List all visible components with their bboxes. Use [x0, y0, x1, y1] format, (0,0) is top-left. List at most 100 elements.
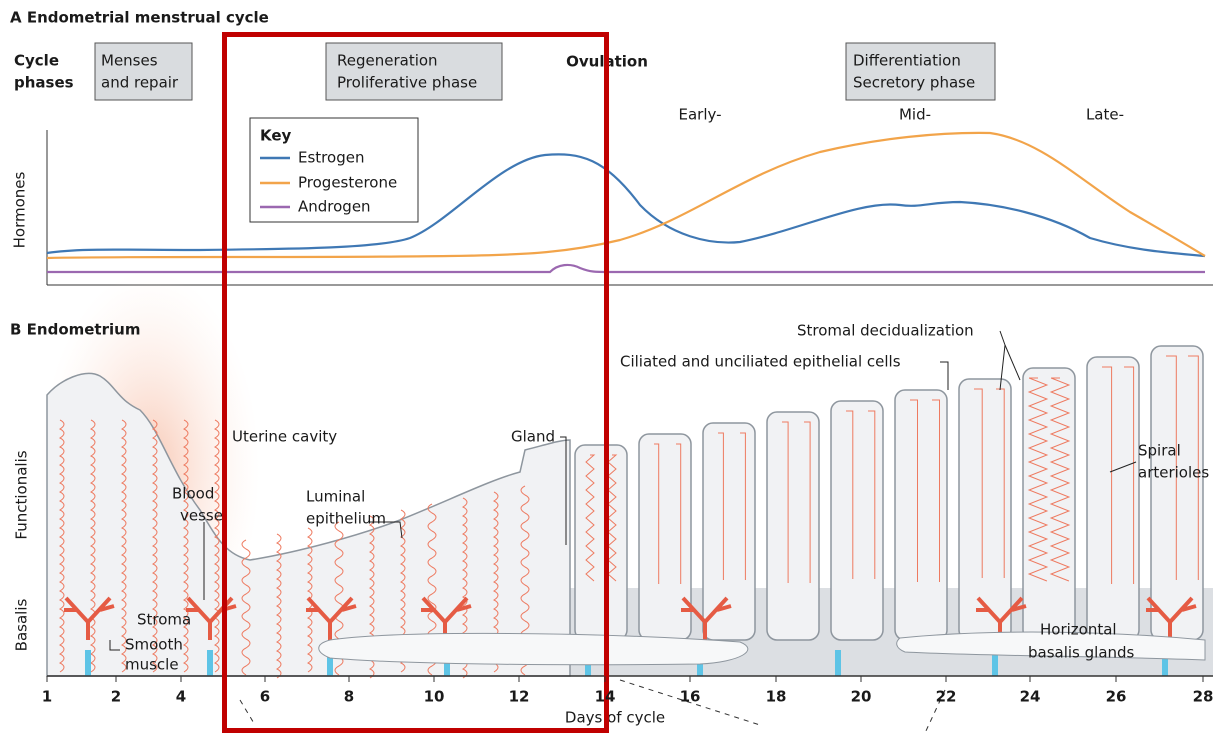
- coiled-artery: [846, 410, 854, 579]
- smooth-muscle: [835, 650, 841, 676]
- structure-label: Ciliated and unciliated epithelial cells: [620, 353, 901, 371]
- structure-label: Stromal decidualization: [797, 322, 974, 340]
- coiled-artery: [1049, 377, 1071, 582]
- y-axis-label: Hormones: [11, 171, 29, 248]
- x-tick-label: 16: [680, 688, 701, 706]
- coiled-artery: [1027, 377, 1049, 582]
- x-tick-label: 22: [936, 688, 957, 706]
- key-item: Estrogen: [298, 149, 364, 167]
- key-item: Androgen: [298, 198, 371, 216]
- structure-label: muscle: [125, 656, 179, 674]
- structure-label: Horizontal: [1040, 621, 1117, 639]
- coiled-artery: [1166, 355, 1177, 580]
- coiled-artery: [718, 432, 724, 580]
- phase-label: Regeneration: [337, 52, 438, 70]
- artery-branch: [681, 596, 732, 640]
- smooth-muscle: [1162, 650, 1168, 676]
- structure-label: Uterine cavity: [232, 428, 337, 446]
- smooth-muscle: [992, 650, 998, 676]
- artery-branch: [306, 596, 357, 640]
- gland: [702, 422, 756, 641]
- artery-branch: [186, 596, 237, 640]
- panel-title: B Endometrium: [10, 321, 140, 339]
- coiled-artery: [654, 443, 660, 584]
- stroma-artery: [182, 419, 189, 673]
- phase-label: and repair: [101, 74, 179, 92]
- structure-label: Spiral: [1138, 442, 1181, 460]
- gland: [1022, 367, 1076, 641]
- progesterone-curve: [46, 131, 1206, 260]
- structure-label: epithelium: [306, 510, 386, 528]
- basalis-gland: [896, 631, 1206, 661]
- subphase-label: Early-: [678, 106, 721, 124]
- row-label: phases: [14, 74, 74, 92]
- phase-label: Secretory phase: [853, 74, 975, 92]
- gland: [766, 411, 820, 641]
- x-tick-label: 4: [176, 688, 186, 706]
- x-axis-label: Days of cycle: [565, 709, 665, 727]
- structure-label: Stroma: [137, 611, 191, 629]
- coiled-artery: [782, 421, 789, 583]
- x-tick-label: 14: [595, 688, 616, 706]
- structure-label: arterioles: [1138, 464, 1209, 482]
- stroma-artery: [275, 533, 282, 679]
- phase-box: [94, 42, 193, 101]
- stroma-artery: [120, 419, 127, 673]
- artery-branch: [1146, 596, 1197, 640]
- phase-label: Menses: [101, 52, 158, 70]
- structure-label: Luminal: [306, 488, 365, 506]
- leader-lines: [109, 330, 1137, 651]
- phase-box: [325, 42, 503, 101]
- x-tick-label: 8: [344, 688, 354, 706]
- estrogen-curve: [46, 153, 1206, 258]
- stroma-artery: [213, 419, 220, 673]
- stroma-artery: [58, 419, 65, 673]
- artery-branch: [64, 596, 115, 640]
- artery-branch: [976, 596, 1027, 640]
- x-tick-label: 20: [851, 688, 872, 706]
- gland: [958, 378, 1012, 641]
- androgen-curve: [47, 263, 1205, 274]
- coiled-artery: [1124, 366, 1135, 584]
- row-label: Cycle: [14, 52, 59, 70]
- coiled-artery: [974, 388, 983, 578]
- gland: [1150, 345, 1204, 641]
- gland: [830, 400, 884, 641]
- x-tick-label: 1: [42, 688, 52, 706]
- x-tick-label: 6: [260, 688, 270, 706]
- structure-label: basalis glands: [1028, 644, 1135, 662]
- smooth-muscle: [207, 650, 213, 676]
- panel-title: A Endometrial menstrual cycle: [10, 9, 269, 27]
- phase-label: Proliferative phase: [337, 74, 477, 92]
- smooth-muscle: [327, 650, 333, 676]
- coiled-artery: [676, 443, 682, 584]
- coiled-artery: [585, 454, 596, 582]
- coiled-artery: [1188, 355, 1199, 580]
- glands: [58, 345, 1204, 679]
- x-tick-label: 28: [1193, 688, 1214, 706]
- coiled-artery: [996, 388, 1005, 578]
- subphase-label: Mid-: [899, 106, 931, 124]
- subphase-label: Late-: [1086, 106, 1124, 124]
- structure-label: Smooth: [125, 636, 183, 654]
- phase-box: [845, 42, 996, 101]
- stroma-artery: [241, 539, 251, 676]
- coiled-artery: [868, 410, 876, 579]
- dashed-guides: [239, 679, 946, 733]
- coiled-artery: [1102, 366, 1113, 584]
- key-box: [249, 117, 419, 223]
- coiled-artery: [932, 399, 940, 582]
- stroma-artery: [89, 419, 96, 673]
- structure-label: Gland: [511, 428, 555, 446]
- x-tick-label: 18: [766, 688, 787, 706]
- artery-branch: [421, 596, 472, 640]
- x-tick-label: 10: [424, 688, 445, 706]
- highlight-box: [222, 32, 609, 733]
- gland: [1086, 356, 1140, 641]
- stroma-artery: [151, 419, 158, 673]
- basalis-gland: [318, 632, 749, 666]
- key-item: Progesterone: [298, 174, 397, 192]
- gland: [574, 444, 628, 641]
- key-title: Key: [260, 127, 292, 145]
